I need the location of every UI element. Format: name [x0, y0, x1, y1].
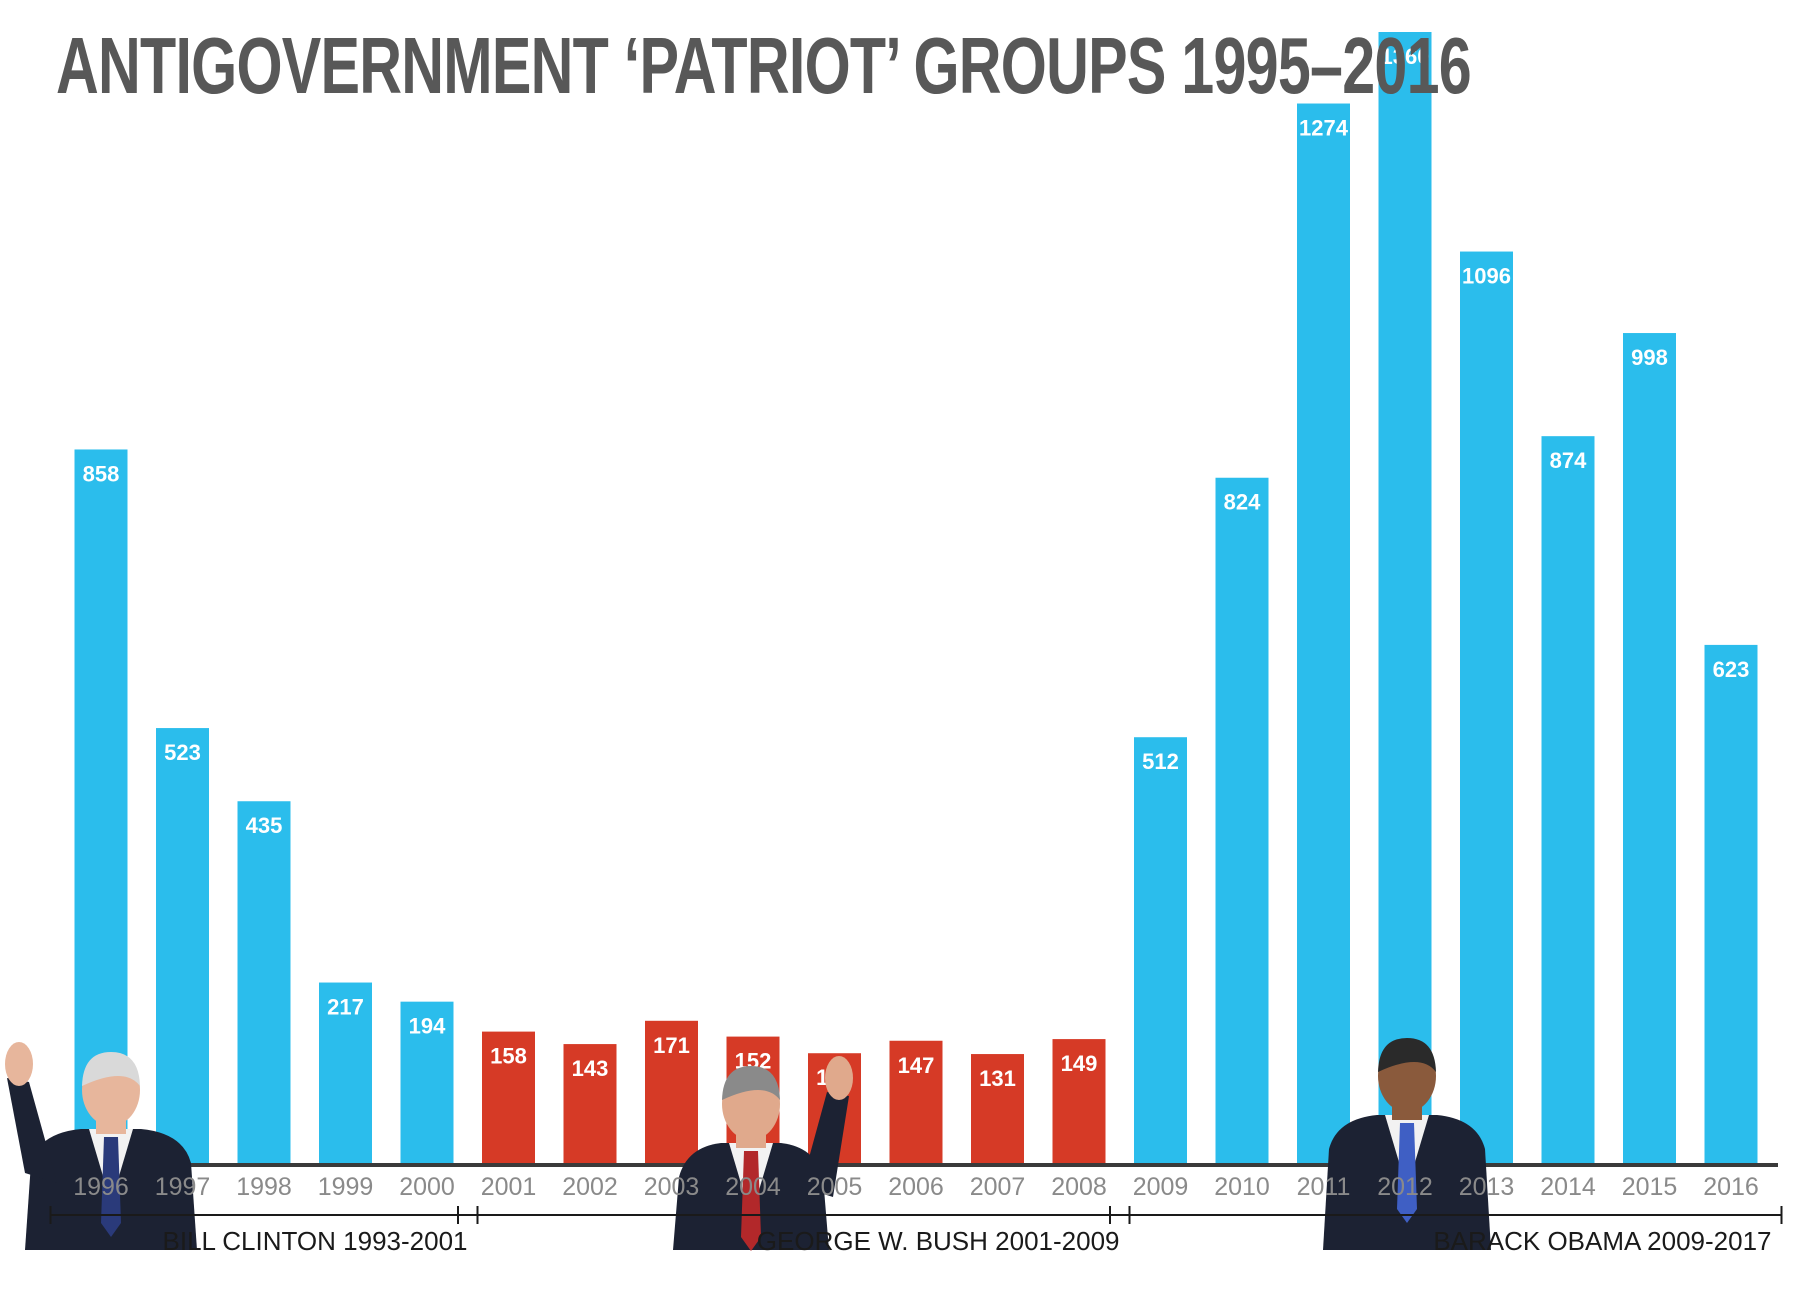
bill-clinton-photo-arm [7, 1078, 57, 1183]
bar-1996 [74, 449, 128, 1163]
bar-2000 [400, 1001, 454, 1163]
year-label-2013: 2013 [1459, 1173, 1515, 1201]
era-brackets: BILL CLINTON 1993-2001 GEORGE W. BUSH 200… [49, 1206, 1783, 1256]
value-label-2015: 998 [1631, 345, 1668, 370]
year-label-2001: 2001 [481, 1173, 537, 1201]
bar-2012 [1378, 32, 1432, 1163]
barack-obama-photo-tie [1397, 1123, 1417, 1223]
value-label-1998: 435 [246, 813, 283, 838]
year-label-2009: 2009 [1133, 1173, 1189, 1201]
bar-2006 [889, 1040, 943, 1163]
bar-2015 [1623, 333, 1676, 1163]
photos-layer [5, 1038, 1491, 1251]
bars-layer: 8585234352171941581431711521321471311495… [74, 32, 1758, 1164]
value-label-2012: 1360 [1381, 44, 1430, 69]
era-label-1: GEORGE W. BUSH 2001-2009 [757, 1226, 1120, 1256]
year-label-2015: 2015 [1622, 1173, 1678, 1201]
year-label-2007: 2007 [970, 1173, 1026, 1201]
bar-2011 [1297, 103, 1350, 1163]
bar-2010 [1215, 477, 1269, 1163]
year-label-2005: 2005 [807, 1173, 863, 1201]
year-label-1997: 1997 [155, 1173, 211, 1201]
year-labels: 1996 1997 1998 1999 2000 2001 2002 2003 2004 2005… [73, 1173, 1759, 1201]
value-label-1999: 217 [327, 995, 364, 1020]
bar-2002 [563, 1044, 617, 1163]
value-label-1996: 858 [83, 461, 120, 486]
george-w-bush-photo-arm [801, 1092, 849, 1197]
bill-clinton-photo-hand [5, 1042, 33, 1086]
year-label-2004: 2004 [725, 1173, 781, 1201]
bar-2007 [971, 1054, 1024, 1163]
george-w-bush-photo [673, 1056, 853, 1251]
value-label-2000: 194 [409, 1014, 446, 1039]
bar-2008 [1052, 1039, 1106, 1163]
era-label-0: BILL CLINTON 1993-2001 [163, 1226, 468, 1256]
value-label-2014: 874 [1550, 448, 1587, 473]
bar-2013 [1460, 251, 1513, 1163]
bar-2009 [1134, 737, 1187, 1163]
value-label-2006: 147 [898, 1053, 935, 1078]
value-label-2013: 1096 [1462, 264, 1511, 289]
value-label-2011: 1274 [1299, 116, 1349, 141]
george-w-bush-photo-tie [741, 1151, 761, 1251]
bill-clinton-photo [5, 1042, 197, 1250]
value-label-2002: 143 [572, 1056, 609, 1081]
year-label-2011: 2011 [1297, 1173, 1351, 1201]
year-label-2000: 2000 [399, 1173, 455, 1201]
year-label-2012: 2012 [1377, 1173, 1433, 1201]
bar-1998 [237, 801, 291, 1163]
barack-obama-photo [1323, 1038, 1491, 1250]
year-label-2008: 2008 [1051, 1173, 1107, 1201]
value-label-2008: 149 [1061, 1051, 1098, 1076]
value-label-2009: 512 [1142, 749, 1179, 774]
year-label-2003: 2003 [644, 1173, 700, 1201]
george-w-bush-photo-hair [722, 1066, 780, 1100]
value-label-2003: 171 [653, 1033, 690, 1058]
year-label-1999: 1999 [318, 1173, 374, 1201]
year-label-1996: 1996 [73, 1173, 129, 1201]
era-label-2: BARACK OBAMA 2009-2017 [1433, 1226, 1771, 1256]
year-label-1998: 1998 [236, 1173, 292, 1201]
bar-1997 [156, 728, 209, 1163]
year-label-2014: 2014 [1540, 1173, 1596, 1201]
chart-title: ANTIGOVERNMENT ‘PATRIOT’ GROUPS 1995–201… [56, 21, 1472, 110]
value-label-2001: 158 [490, 1044, 527, 1069]
bar-2001 [482, 1031, 535, 1163]
george-w-bush-photo-hand [825, 1056, 853, 1100]
year-label-2002: 2002 [562, 1173, 618, 1201]
barack-obama-photo-hair [1378, 1038, 1436, 1072]
bill-clinton-photo-hair [82, 1052, 140, 1086]
value-label-2007: 131 [979, 1066, 1016, 1091]
bar-1999 [319, 982, 372, 1163]
year-label-2006: 2006 [888, 1173, 944, 1201]
year-label-2016: 2016 [1703, 1173, 1759, 1201]
bill-clinton-photo-tie [101, 1137, 121, 1237]
value-label-2016: 623 [1713, 657, 1750, 682]
bar-2003 [645, 1020, 698, 1163]
year-label-2010: 2010 [1214, 1173, 1270, 1201]
value-label-1997: 523 [164, 740, 201, 765]
bar-2016 [1704, 644, 1758, 1163]
bar-2014 [1541, 436, 1595, 1164]
value-label-2010: 824 [1224, 490, 1261, 515]
